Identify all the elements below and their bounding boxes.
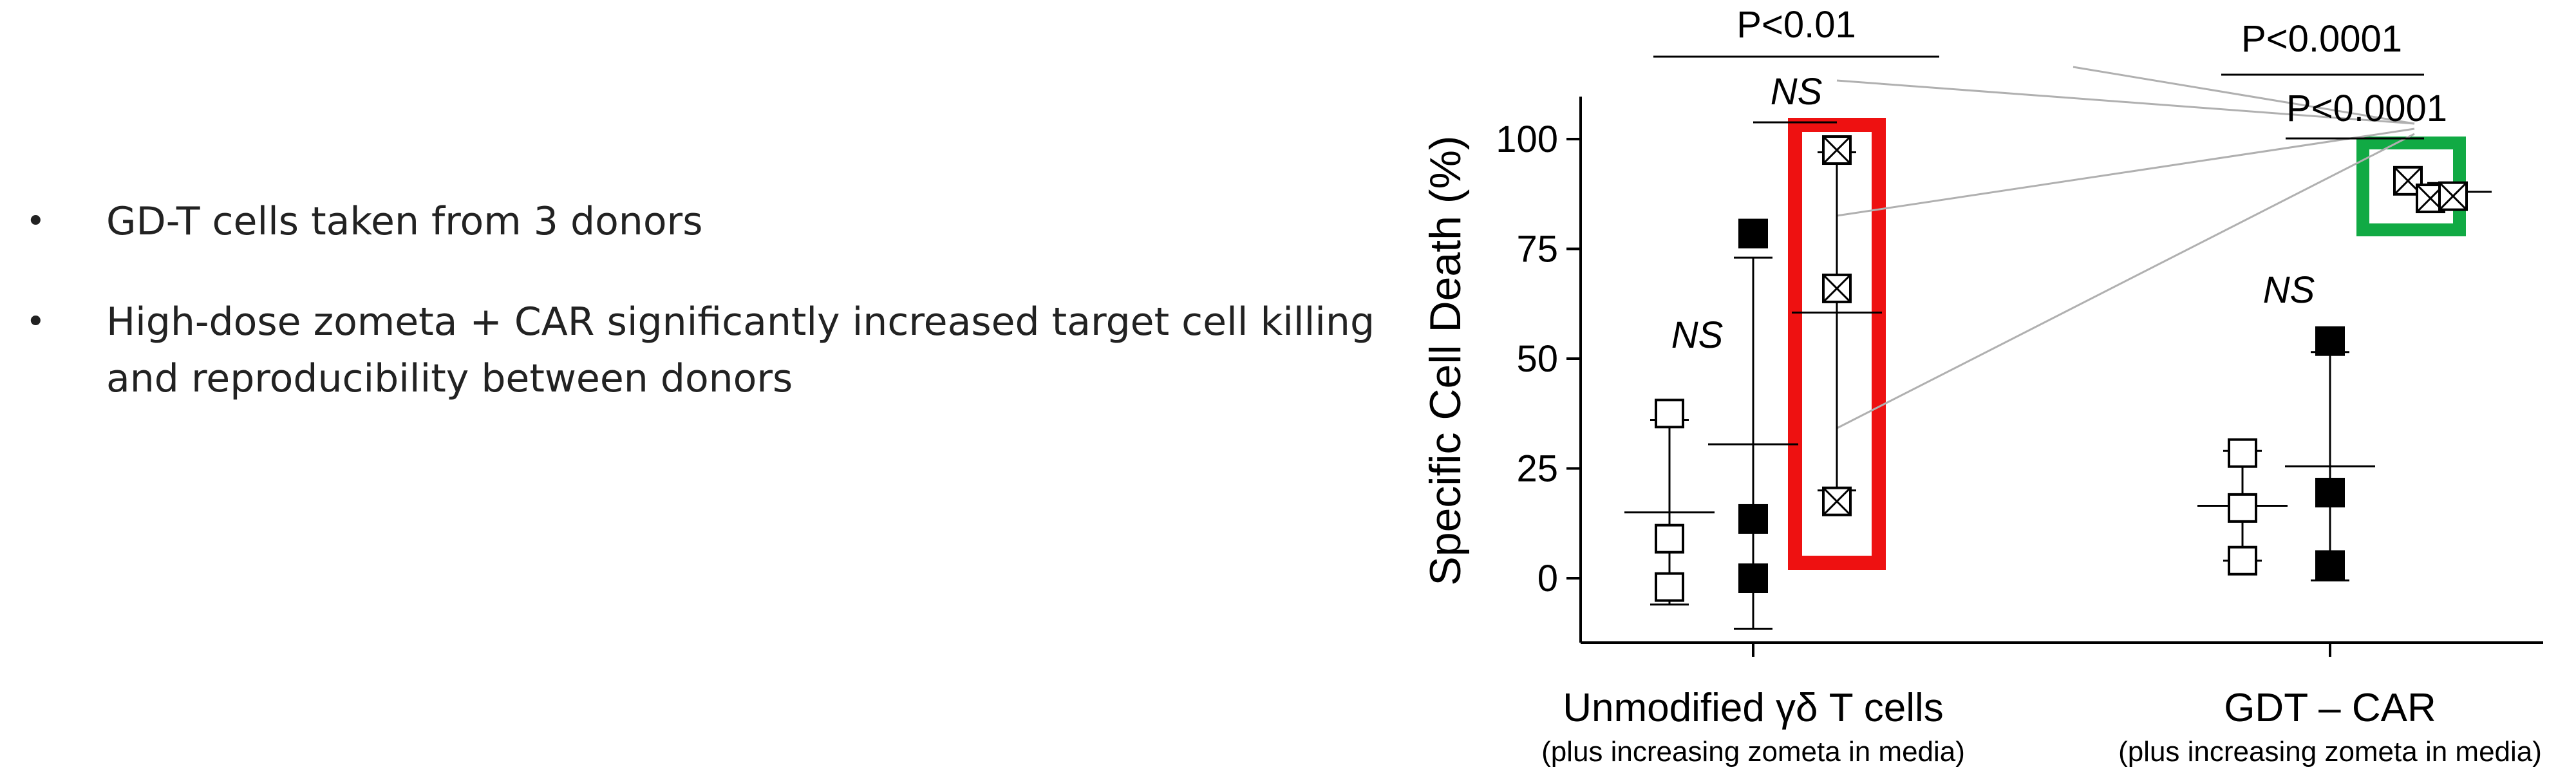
bullet-list: • GD-T cells taken from 3 donors • High-… [0,193,1384,451]
bullet-item-donors: • GD-T cells taken from 3 donors [0,193,1384,250]
annotation-p-value: P<0.01 [1736,4,1856,46]
y-axis-label: Specific Cell Death (%) [1421,135,1470,585]
data-point-filled-square [1738,563,1768,593]
y-tick-label: 75 [1516,229,1558,270]
y-tick-label: 25 [1516,448,1558,490]
data-point-open-square [2228,438,2257,468]
connector-line [1836,127,2415,217]
data-point-open-square [2228,545,2257,576]
data-point-filled-square [2315,478,2345,508]
bullet-item-zometa: • High-dose zometa + CAR significantly i… [0,294,1384,407]
data-point-filled-square [1738,504,1768,534]
bullet-marker: • [26,202,46,241]
data-point-cross [2393,166,2423,195]
y-tick-label: 50 [1516,338,1558,380]
y-tick-label: 0 [1537,558,1558,599]
y-tick-label: 100 [1496,118,1558,160]
data-point-cross [1822,274,1852,303]
connector-line [1836,133,2415,429]
annotation-p-value: P<0.0001 [2241,18,2402,60]
bullet-text: GD-T cells taken from 3 donors [106,199,703,244]
connector-line [1836,79,2415,125]
data-point-filled-square [2315,550,2345,580]
x-group-label: Unmodified γδ T cells [1563,686,1944,730]
connector-line [2073,66,2415,125]
data-point-open-square [2228,493,2257,523]
bullet-text: High-dose zometa + CAR significantly inc… [106,299,1375,401]
annotation-ns: NS [2263,269,2315,311]
annotation-ns: NS [1671,314,1724,356]
data-point-open-square [1655,399,1684,429]
x-group-label: GDT – CAR [2224,686,2436,730]
data-point-open-square [1655,524,1684,554]
data-point-filled-square [2315,326,2345,356]
highlight-box-red [1788,118,1886,570]
x-group-sublabel: (plus increasing zometa in media) [2118,736,2542,768]
data-point-cross [1822,135,1852,165]
data-point-open-square [1655,572,1684,602]
annotation-ns: NS [1771,71,1823,113]
data-point-filled-square [1738,218,1768,249]
x-group-sublabel: (plus increasing zometa in media) [1541,736,1965,768]
data-point-cross [2438,182,2468,211]
annotation-p-value: P<0.0001 [2286,88,2447,129]
data-point-cross [1822,487,1852,516]
bullet-marker: • [26,303,46,341]
